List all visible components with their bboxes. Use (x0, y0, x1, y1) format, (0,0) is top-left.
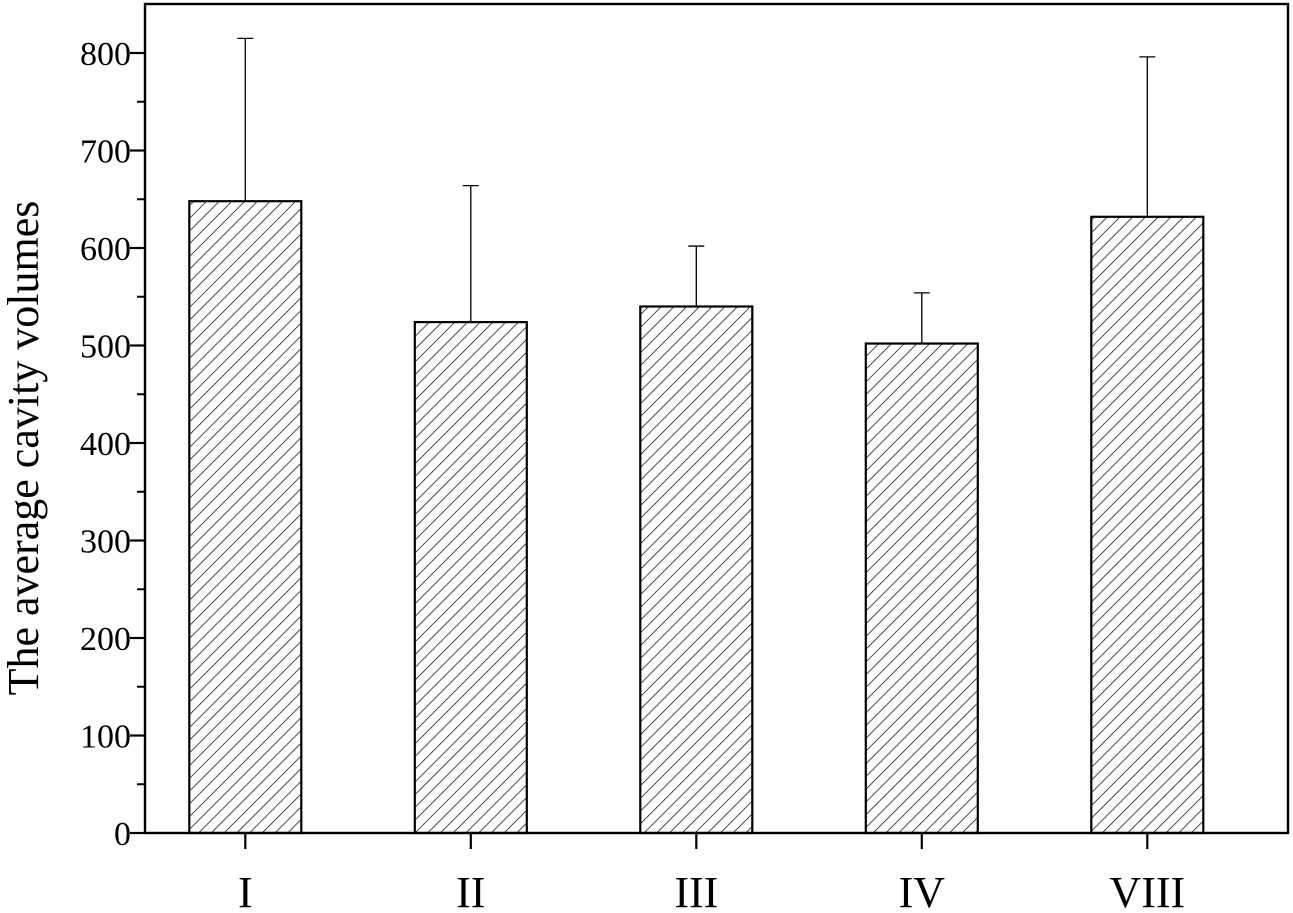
y-tick-label-0: 0 (114, 816, 131, 853)
bar-VIII (1090, 215, 1205, 835)
y-tick-label-600: 600 (80, 231, 131, 268)
bar-IV (864, 342, 979, 835)
plot-frame (143, 2, 1290, 835)
bar-II (413, 321, 528, 835)
bar-I (188, 200, 303, 835)
y-tick-label-800: 800 (80, 36, 131, 73)
x-tick-label-I: I (238, 868, 253, 913)
y-tick-label-300: 300 (80, 524, 131, 561)
bar-III (639, 305, 754, 835)
y-tick-label-200: 200 (80, 621, 131, 658)
y-axis-title: The average cavity volumes (0, 201, 48, 696)
y-tick-label-500: 500 (80, 329, 131, 366)
x-tick-label-VIII: VIII (1109, 868, 1185, 913)
y-tick-label-400: 400 (80, 426, 131, 463)
x-tick-label-II: II (456, 868, 485, 913)
x-tick-label-IV: IV (899, 868, 946, 913)
y-tick-label-700: 700 (80, 134, 131, 171)
x-tick-label-III: III (674, 868, 718, 913)
y-tick-label-100: 100 (80, 719, 131, 756)
